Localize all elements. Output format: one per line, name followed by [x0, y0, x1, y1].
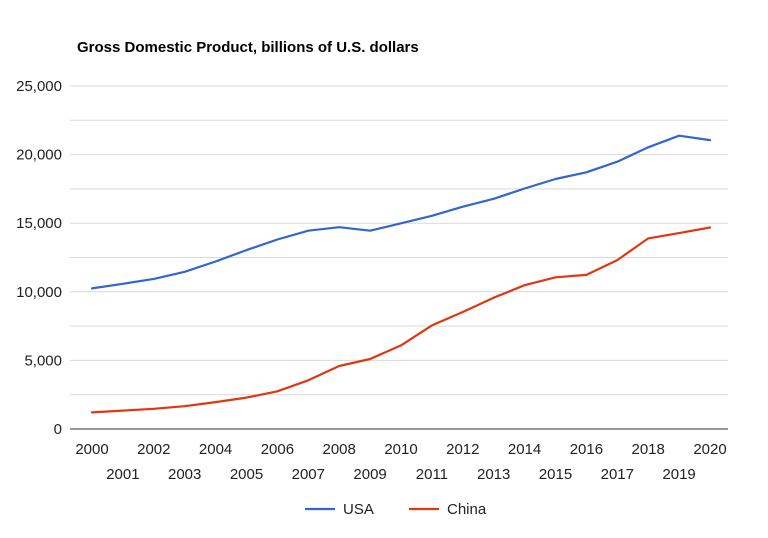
x-tick-label: 2018 — [632, 441, 665, 458]
y-tick-label: 15,000 — [16, 215, 62, 232]
x-tick-label: 2011 — [416, 466, 448, 483]
gridlines — [70, 85, 728, 430]
y-axis-ticks: 0 5,000 10,000 15,000 20,000 25,000 — [16, 78, 62, 438]
legend-label-usa: USA — [343, 501, 374, 518]
x-tick-label: 2001 — [106, 466, 139, 483]
x-tick-label: 2010 — [384, 441, 417, 458]
legend: USA China — [305, 501, 487, 518]
x-tick-label: 2015 — [539, 466, 572, 483]
x-tick-label: 2000 — [75, 441, 108, 458]
x-axis-ticks: 2000 2001 2002 2003 2004 2005 2006 2007 2008 2009… — [75, 441, 726, 483]
y-tick-label: 10,000 — [16, 284, 62, 301]
series-lines — [90, 134, 712, 414]
y-tick-label: 25,000 — [16, 78, 62, 95]
y-tick-label: 20,000 — [16, 147, 62, 164]
x-tick-label: 2009 — [353, 466, 386, 483]
x-tick-label: 2004 — [199, 441, 232, 458]
x-tick-label: 2013 — [477, 466, 510, 483]
x-tick-label: 2007 — [292, 466, 325, 483]
x-tick-label: 2016 — [570, 441, 603, 458]
y-tick-label: 5,000 — [24, 352, 62, 369]
series-line-china — [90, 226, 712, 414]
x-tick-label: 2005 — [230, 466, 263, 483]
x-tick-label: 2020 — [693, 441, 726, 458]
x-tick-label: 2019 — [662, 466, 695, 483]
x-tick-label: 2014 — [508, 441, 541, 458]
series-line-usa — [90, 134, 712, 290]
y-tick-label: 0 — [54, 421, 62, 438]
legend-label-china: China — [447, 501, 487, 518]
x-tick-label: 2003 — [168, 466, 201, 483]
x-tick-label: 2012 — [446, 441, 479, 458]
x-tick-label: 2017 — [601, 466, 634, 483]
x-tick-label: 2002 — [137, 441, 170, 458]
x-tick-label: 2008 — [323, 441, 356, 458]
x-tick-label: 2006 — [261, 441, 294, 458]
chart-title: Gross Domestic Product, billions of U.S.… — [77, 39, 419, 56]
